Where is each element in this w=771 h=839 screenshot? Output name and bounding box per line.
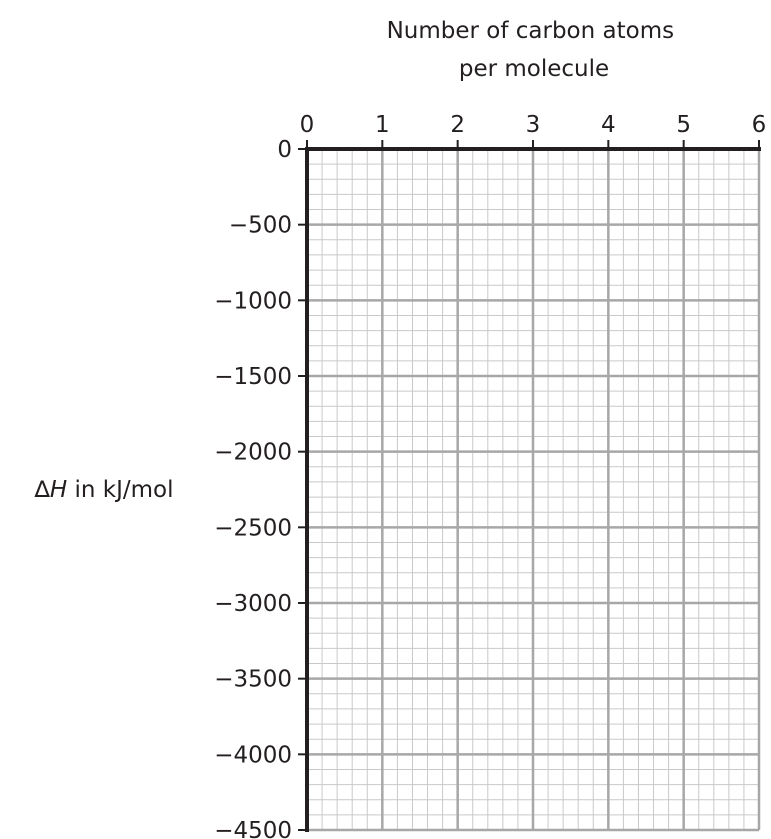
y-tick-label: −1500 xyxy=(214,364,292,390)
x-axis-title-line-1: Number of carbon atoms xyxy=(387,18,675,44)
y-tick-label: −500 xyxy=(229,213,292,239)
x-tick-label: 0 xyxy=(300,112,315,138)
x-axis-title-line-2: per molecule xyxy=(459,56,609,82)
y-tick-label: −3000 xyxy=(214,591,292,617)
y-tick-label: −1000 xyxy=(214,288,292,314)
x-tick-label: 5 xyxy=(676,112,691,138)
x-tick-label: 4 xyxy=(601,112,616,138)
y-axis-title-rest: in kJ/mol xyxy=(67,477,173,503)
x-ticks: 0 1 2 3 4 5 6 xyxy=(300,112,767,149)
y-tick-label: −2500 xyxy=(214,515,292,541)
x-tick-label: 3 xyxy=(526,112,541,138)
y-axis-title: ∆H in kJ/mol xyxy=(34,477,174,503)
y-tick-label: −2000 xyxy=(214,440,292,466)
y-tick-label: −3500 xyxy=(214,667,292,693)
x-tick-label: 6 xyxy=(752,112,767,138)
x-tick-label: 2 xyxy=(450,112,465,138)
y-tick-label: −4500 xyxy=(214,818,292,839)
x-tick-label: 1 xyxy=(375,112,390,138)
x-axis-title: Number of carbon atoms per molecule xyxy=(387,18,682,82)
y-axis-title-var: H xyxy=(50,477,67,503)
y-tick-label: 0 xyxy=(277,137,292,163)
y-ticks: 0 −500 −1000 −1500 −2000 −2500 −3000 −3500 −4000… xyxy=(214,137,307,839)
y-tick-label: −4000 xyxy=(214,742,292,768)
major-grid xyxy=(305,147,761,832)
y-axis-title-symbol: ∆ xyxy=(34,477,51,503)
